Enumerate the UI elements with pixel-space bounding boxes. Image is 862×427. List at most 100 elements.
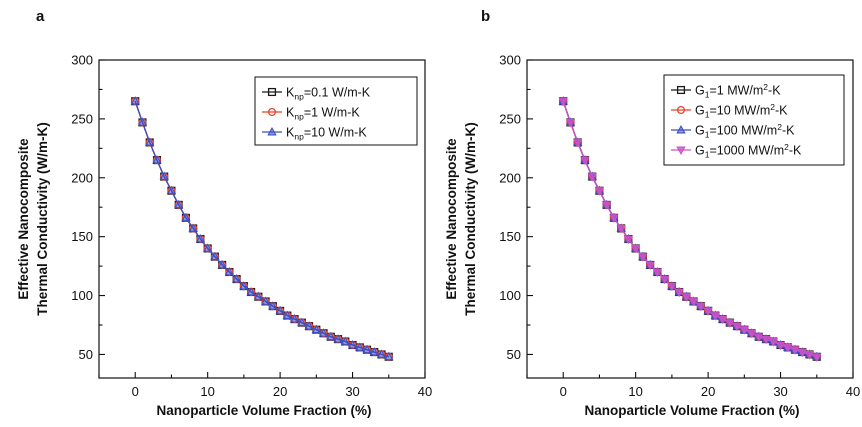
y-axis-label-line1: Effective Nanocomposite (444, 138, 459, 300)
data-point (616, 224, 626, 234)
panel-label: b (481, 8, 490, 25)
y-tick-label: 50 (507, 347, 521, 362)
data-point (645, 261, 655, 270)
data-point (326, 331, 336, 341)
legend-label: G1=100 MW/m2-K (695, 122, 795, 140)
x-tick-label: 40 (846, 384, 860, 399)
data-point (268, 301, 278, 310)
data-point (696, 302, 706, 312)
data-point (145, 137, 155, 146)
legend-box (663, 74, 845, 166)
legend-swatch-marker (267, 126, 277, 136)
x-tick-label: 30 (773, 384, 787, 399)
data-point (376, 349, 387, 358)
data-point (275, 305, 285, 315)
data-point (137, 117, 148, 126)
series-3 (130, 96, 394, 361)
x-tick-label: 0 (560, 384, 567, 399)
x-tick-label: 0 (132, 384, 139, 399)
data-point (340, 336, 350, 345)
y-axis-label-line1: Effective Nanocomposite (16, 138, 31, 300)
data-point (681, 293, 692, 302)
data-point (333, 334, 343, 343)
data-point (790, 346, 800, 355)
x-axis-label: Nanoparticle Volume Fraction (%) (156, 403, 371, 418)
y-tick-label: 300 (71, 53, 93, 68)
legend: Knp=0.1 W/m-K Knp=1 W/m-K Knp=10 W/m-K (254, 76, 418, 146)
y-axis-label-line2: Thermal Conductivity (W/m-K) (463, 122, 478, 316)
y-tick-label: 300 (499, 53, 521, 68)
x-tick-label: 10 (628, 384, 642, 399)
data-point (710, 312, 721, 321)
y-tick-label: 100 (499, 288, 521, 303)
y-tick-label: 250 (499, 111, 521, 126)
data-point (652, 268, 663, 278)
legend-label: G1=10 MW/m2-K (695, 102, 788, 120)
legend-swatch-marker (676, 124, 686, 134)
legend-label: G1=1 MW/m2-K (695, 82, 781, 100)
data-point (558, 97, 568, 107)
data-point (130, 96, 140, 105)
legend-label: Knp=10 W/m-K (286, 126, 367, 142)
data-point (739, 326, 750, 335)
y-tick-label: 150 (71, 229, 93, 244)
data-point (565, 118, 576, 128)
data-point (231, 274, 242, 283)
data-point (667, 282, 677, 292)
data-point (804, 351, 815, 360)
legend-swatch-marker (267, 107, 277, 117)
data-point (166, 185, 177, 195)
legend-label: Knp=0.1 W/m-K (286, 86, 371, 102)
x-tick-label: 10 (200, 384, 214, 399)
data-point (609, 214, 619, 223)
data-point (311, 324, 322, 334)
legend-swatch-marker (676, 146, 686, 156)
data-point (602, 201, 612, 210)
data-point (659, 275, 670, 285)
data-point (384, 351, 394, 361)
data-point (369, 347, 379, 356)
legend: G1=1 MW/m2-K G1=10 MW/m2-K G1=100 MW/m2-K G… (663, 74, 845, 166)
data-point (732, 322, 742, 332)
data-point (797, 348, 807, 358)
plot-frame (98, 59, 426, 379)
data-point (202, 243, 213, 252)
data-point (594, 187, 605, 196)
panel-a: a 0 10 20 30 40 50 100 150 200 250 300 Nanoparticle … (16, 8, 432, 418)
legend-swatch-marker (676, 85, 686, 95)
data-point (703, 307, 713, 316)
data-point (210, 251, 220, 261)
data-point (217, 259, 227, 269)
legend-label: G1=1000 MW/m2-K (695, 142, 802, 160)
x-tick-label: 30 (345, 384, 359, 399)
data-point (623, 235, 634, 245)
x-axis-label: Nanoparticle Volume Fraction (%) (584, 403, 799, 418)
y-tick-label: 250 (71, 111, 93, 126)
data-point (587, 173, 597, 182)
data-point (630, 245, 641, 254)
plot-frame (526, 59, 854, 379)
data-point (768, 338, 778, 347)
data-point (783, 343, 793, 353)
data-point (761, 335, 771, 345)
data-point (355, 342, 365, 351)
y-tick-label: 100 (71, 288, 93, 303)
legend-swatch-marker (267, 87, 277, 97)
data-point (188, 223, 198, 232)
data-point (347, 339, 358, 349)
data-point (224, 266, 235, 276)
data-point (580, 156, 590, 166)
data-point (573, 139, 583, 148)
data-point (174, 199, 184, 209)
data-point (246, 286, 256, 296)
x-tick-label: 20 (701, 384, 715, 399)
data-point (812, 353, 822, 362)
data-point (289, 314, 300, 323)
data-point (181, 212, 191, 222)
data-point (717, 315, 728, 325)
data-point (746, 329, 757, 339)
data-point (318, 328, 329, 337)
x-tick-label: 20 (273, 384, 287, 399)
data-point (239, 281, 249, 290)
y-axis-label-line2: Thermal Conductivity (W/m-K) (35, 122, 50, 316)
